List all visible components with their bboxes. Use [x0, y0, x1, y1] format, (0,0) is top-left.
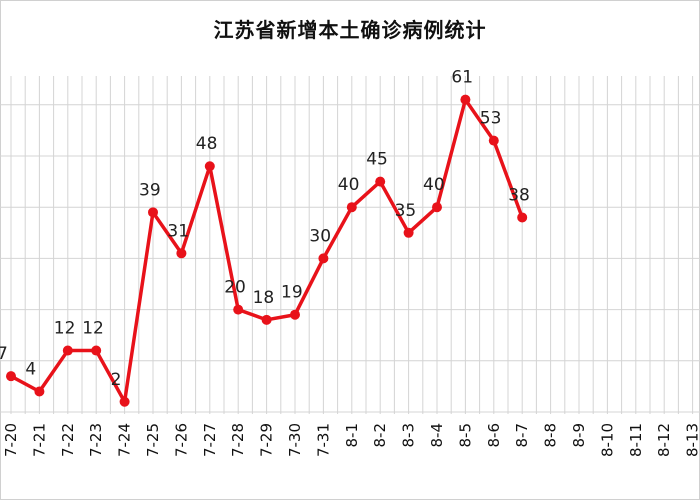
data-point [346, 202, 357, 213]
x-tick-label: 7-31 [314, 423, 332, 457]
data-label: 40 [338, 175, 360, 195]
data-point [34, 386, 45, 397]
x-tick-label: 7-24 [116, 423, 134, 457]
x-tick-label: 7-27 [201, 423, 219, 457]
data-label: 30 [309, 226, 331, 246]
x-tick-label: 7-22 [59, 423, 77, 457]
data-label: 61 [451, 68, 473, 88]
x-tick-label: 8-9 [570, 423, 588, 448]
x-tick-label: 7-29 [258, 423, 276, 457]
data-label: 19 [281, 283, 303, 303]
data-point [148, 207, 158, 218]
x-tick-label: 8-8 [542, 423, 560, 448]
x-axis-ticks: 7-20 7-21 7-22 7-23 7-24 7-25 7-26 7-27 7-28 7-29… [2, 423, 700, 457]
data-label: 18 [253, 288, 275, 308]
data-point [488, 135, 499, 146]
data-label: 12 [54, 319, 76, 339]
data-point [91, 345, 102, 356]
data-point [403, 227, 414, 238]
data-point [233, 304, 244, 315]
data-point [6, 371, 16, 382]
series-confirmed-cases [6, 94, 528, 407]
data-label: 2 [111, 370, 122, 390]
x-tick-label: 8-3 [400, 423, 418, 448]
data-point [290, 309, 300, 320]
data-point [119, 396, 130, 407]
data-label: 7 [0, 344, 8, 364]
data-label: 12 [82, 319, 104, 339]
data-point [204, 161, 215, 172]
data-label: 48 [196, 134, 218, 154]
x-tick-label: 7-28 [229, 423, 247, 457]
x-tick-label: 8-4 [428, 423, 446, 448]
data-point [460, 94, 471, 105]
x-tick-label: 7-30 [286, 423, 304, 457]
data-point [517, 212, 528, 223]
x-tick-label: 8-5 [456, 423, 474, 448]
x-tick-label: 7-20 [2, 423, 20, 457]
data-label: 31 [167, 221, 189, 241]
data-point [432, 202, 442, 213]
x-tick-label: 8-2 [371, 423, 389, 448]
x-tick-label: 8-13 [684, 423, 700, 457]
data-point [318, 253, 329, 264]
data-point [62, 345, 73, 356]
data-label: 38 [508, 185, 530, 205]
x-tick-label: 7-21 [30, 423, 48, 457]
x-tick-label: 8-12 [655, 423, 673, 457]
data-label: 35 [395, 201, 417, 221]
data-point [176, 248, 187, 259]
data-label: 45 [366, 150, 388, 170]
data-label: 40 [423, 175, 445, 195]
data-point [375, 176, 386, 187]
x-tick-label: 7-26 [172, 423, 190, 457]
x-tick-label: 8-1 [343, 423, 361, 448]
chart-title: 江苏省新增本土确诊病例统计 [213, 18, 487, 42]
x-tick-label: 7-23 [87, 423, 105, 457]
data-label: 4 [25, 360, 36, 380]
data-labels: 74 12 12 2 39 31 48 20 18 19 30 40 45 35 40 61 53 38 [0, 68, 530, 390]
data-label: 53 [480, 109, 502, 129]
data-label: 39 [139, 180, 161, 200]
data-point [261, 314, 272, 325]
x-tick-label: 8-7 [513, 423, 531, 448]
x-tick-label: 8-6 [485, 423, 503, 448]
grid [0, 76, 700, 414]
x-tick-label: 8-11 [627, 423, 645, 457]
data-label: 20 [224, 278, 246, 298]
x-tick-label: 8-10 [598, 423, 616, 457]
x-tick-label: 7-25 [144, 423, 162, 457]
